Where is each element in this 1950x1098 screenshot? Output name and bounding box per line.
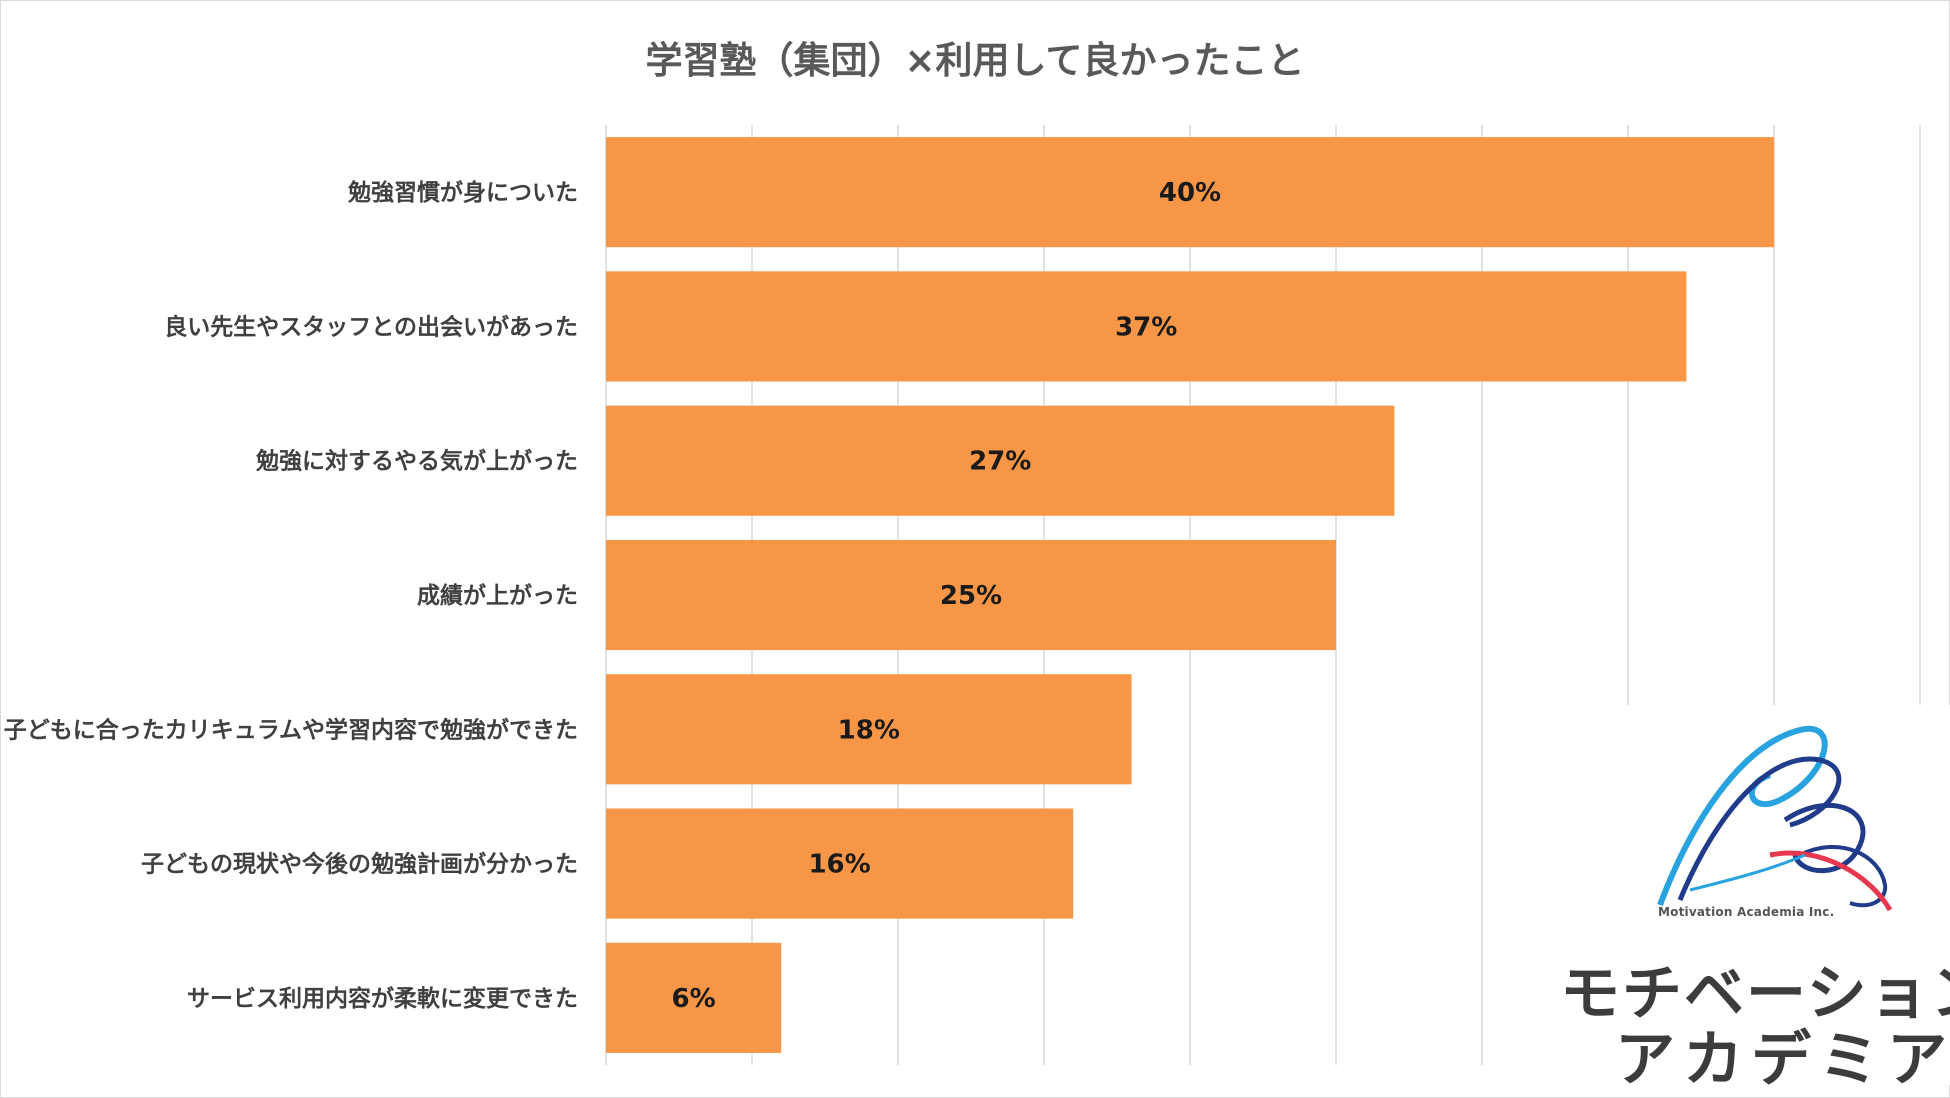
data-label: 37% (1115, 312, 1177, 342)
bar (606, 405, 1395, 516)
data-label: 27% (969, 447, 1031, 477)
category-label: 良い先生やスタッフとの出会いがあった (164, 313, 578, 340)
category-label: 勉強に対するやる気が上がった (255, 448, 578, 475)
chart-title: 学習塾（集団）×利用して良かったこと (645, 39, 1305, 82)
bar (606, 137, 1774, 248)
bar (606, 808, 1074, 919)
category-label: 子どもの現状や今後の勉強計画が分かった (141, 851, 578, 878)
data-label: 40% (1159, 178, 1221, 208)
company-logo: Motivation Academia Inc. モチベーション アカデミア (1540, 705, 1950, 1095)
logo-japanese-name-line2: アカデミア (1615, 1025, 1950, 1095)
category-label: 成績が上がった (417, 582, 578, 609)
data-label: 6% (672, 984, 716, 1014)
bar (606, 271, 1687, 382)
category-label: サービス利用内容が柔軟に変更できた (187, 985, 578, 1012)
data-label: 16% (808, 850, 870, 880)
bar (606, 942, 782, 1053)
data-label: 18% (838, 715, 900, 745)
bar (606, 674, 1132, 785)
category-label: 勉強習慣が身についた (347, 179, 578, 206)
bar (606, 539, 1336, 651)
data-label: 25% (940, 581, 1002, 611)
category-label: 子どもに合ったカリキュラムや学習内容で勉強ができた (4, 716, 578, 743)
logo-japanese-name-line1: モチベーション (1560, 959, 1950, 1029)
logo-english-name: Motivation Academia Inc. (1658, 905, 1835, 919)
logo-mark-icon (1657, 725, 1893, 912)
